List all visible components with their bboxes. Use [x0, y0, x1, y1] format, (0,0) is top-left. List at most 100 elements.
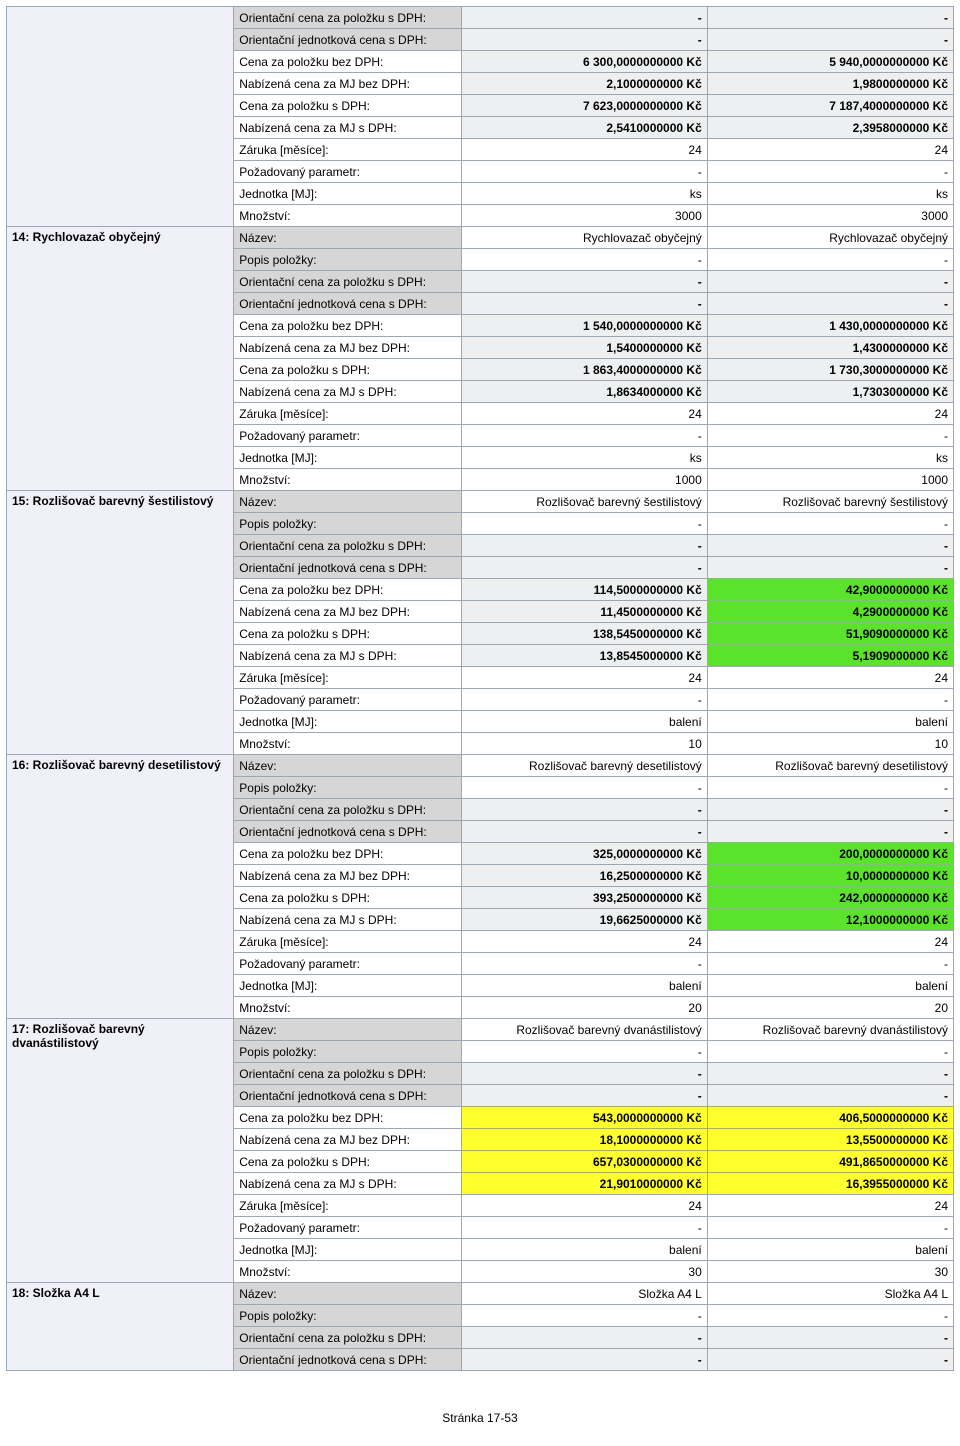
- value-col-2: 24: [707, 667, 953, 689]
- row-label: Množství:: [234, 733, 461, 755]
- value-col-1: 1 863,4000000000 Kč: [461, 359, 707, 381]
- value-col-2: 1000: [707, 469, 953, 491]
- value-col-1: 1000: [461, 469, 707, 491]
- value-col-1: 6 300,0000000000 Kč: [461, 51, 707, 73]
- value-col-1: -: [461, 1041, 707, 1063]
- row-label: Popis položky:: [234, 1305, 461, 1327]
- row-label: Nabízená cena za MJ s DPH:: [234, 117, 461, 139]
- row-label: Orientační cena za položku s DPH:: [234, 271, 461, 293]
- row-label: Cena za položku s DPH:: [234, 359, 461, 381]
- row-label: Cena za položku s DPH:: [234, 623, 461, 645]
- value-col-2: 1 430,0000000000 Kč: [707, 315, 953, 337]
- value-col-2: 7 187,4000000000 Kč: [707, 95, 953, 117]
- value-col-2: 24: [707, 139, 953, 161]
- value-col-2: 491,8650000000 Kč: [707, 1151, 953, 1173]
- table-row: Orientační cena za položku s DPH:--: [7, 7, 954, 29]
- row-label: Jednotka [MJ]:: [234, 1239, 461, 1261]
- table-row: 16: Rozlišovač barevný desetilistovýNáze…: [7, 755, 954, 777]
- value-col-1: -: [461, 1217, 707, 1239]
- value-col-1: 19,6625000000 Kč: [461, 909, 707, 931]
- value-col-1: 138,5450000000 Kč: [461, 623, 707, 645]
- value-col-1: Složka A4 L: [461, 1283, 707, 1305]
- value-col-2: -: [707, 953, 953, 975]
- value-col-1: 2,5410000000 Kč: [461, 117, 707, 139]
- value-col-1: -: [461, 7, 707, 29]
- value-col-2: balení: [707, 711, 953, 733]
- value-col-1: -: [461, 777, 707, 799]
- value-col-1: -: [461, 557, 707, 579]
- row-label: Záruka [měsíce]:: [234, 403, 461, 425]
- value-col-1: -: [461, 1305, 707, 1327]
- row-label: Cena za položku bez DPH:: [234, 51, 461, 73]
- table-row: 18: Složka A4 LNázev:Složka A4 LSložka A…: [7, 1283, 954, 1305]
- row-label: Název:: [234, 227, 461, 249]
- row-label: Orientační jednotková cena s DPH:: [234, 1349, 461, 1371]
- value-col-1: 18,1000000000 Kč: [461, 1129, 707, 1151]
- value-col-1: Rozlišovač barevný šestilistový: [461, 491, 707, 513]
- value-col-1: 20: [461, 997, 707, 1019]
- value-col-2: 24: [707, 403, 953, 425]
- row-label: Orientační cena za položku s DPH:: [234, 799, 461, 821]
- row-label: Požadovaný parametr:: [234, 1217, 461, 1239]
- value-col-2: 30: [707, 1261, 953, 1283]
- value-col-2: 1,9800000000 Kč: [707, 73, 953, 95]
- value-col-2: balení: [707, 975, 953, 997]
- value-col-1: -: [461, 953, 707, 975]
- value-col-2: 24: [707, 931, 953, 953]
- value-col-2: -: [707, 425, 953, 447]
- value-col-2: 20: [707, 997, 953, 1019]
- value-col-1: 657,0300000000 Kč: [461, 1151, 707, 1173]
- row-label: Množství:: [234, 997, 461, 1019]
- row-label: Záruka [měsíce]:: [234, 1195, 461, 1217]
- row-label: Záruka [měsíce]:: [234, 139, 461, 161]
- value-col-2: 5 940,0000000000 Kč: [707, 51, 953, 73]
- value-col-2: 5,1909000000 Kč: [707, 645, 953, 667]
- value-col-2: -: [707, 1085, 953, 1107]
- value-col-2: 12,1000000000 Kč: [707, 909, 953, 931]
- value-col-2: -: [707, 271, 953, 293]
- row-label: Cena za položku s DPH:: [234, 1151, 461, 1173]
- group-label: 14: Rychlovazač obyčejný: [7, 227, 234, 491]
- value-col-1: 16,2500000000 Kč: [461, 865, 707, 887]
- value-col-1: -: [461, 1327, 707, 1349]
- value-col-2: -: [707, 689, 953, 711]
- row-label: Požadovaný parametr:: [234, 425, 461, 447]
- page-footer: Stránka 17-53: [6, 1411, 954, 1425]
- row-label: Cena za položku s DPH:: [234, 887, 461, 909]
- row-label: Popis položky:: [234, 777, 461, 799]
- row-label: Název:: [234, 755, 461, 777]
- value-col-1: 11,4500000000 Kč: [461, 601, 707, 623]
- value-col-1: -: [461, 249, 707, 271]
- value-col-2: -: [707, 535, 953, 557]
- row-label: Množství:: [234, 469, 461, 491]
- value-col-1: 24: [461, 139, 707, 161]
- row-label: Záruka [měsíce]:: [234, 931, 461, 953]
- row-label: Popis položky:: [234, 249, 461, 271]
- value-col-1: 543,0000000000 Kč: [461, 1107, 707, 1129]
- group-label: 16: Rozlišovač barevný desetilistový: [7, 755, 234, 1019]
- value-col-2: -: [707, 7, 953, 29]
- value-col-1: Rozlišovač barevný desetilistový: [461, 755, 707, 777]
- row-label: Požadovaný parametr:: [234, 161, 461, 183]
- value-col-1: -: [461, 1349, 707, 1371]
- value-col-2: -: [707, 1305, 953, 1327]
- value-col-1: Rychlovazač obyčejný: [461, 227, 707, 249]
- value-col-2: 3000: [707, 205, 953, 227]
- value-col-2: -: [707, 821, 953, 843]
- value-col-1: 10: [461, 733, 707, 755]
- value-col-1: 24: [461, 667, 707, 689]
- value-col-1: -: [461, 1085, 707, 1107]
- value-col-1: 24: [461, 403, 707, 425]
- value-col-1: -: [461, 1063, 707, 1085]
- row-label: Nabízená cena za MJ bez DPH:: [234, 1129, 461, 1151]
- row-label: Množství:: [234, 205, 461, 227]
- value-col-2: 51,9090000000 Kč: [707, 623, 953, 645]
- value-col-1: 24: [461, 1195, 707, 1217]
- row-label: Nabízená cena za MJ s DPH:: [234, 1173, 461, 1195]
- value-col-1: -: [461, 799, 707, 821]
- row-label: Jednotka [MJ]:: [234, 975, 461, 997]
- value-col-2: Rozlišovač barevný šestilistový: [707, 491, 953, 513]
- value-col-2: ks: [707, 183, 953, 205]
- group-label: 17: Rozlišovač barevný dvanástilistový: [7, 1019, 234, 1283]
- row-label: Orientační cena za položku s DPH:: [234, 7, 461, 29]
